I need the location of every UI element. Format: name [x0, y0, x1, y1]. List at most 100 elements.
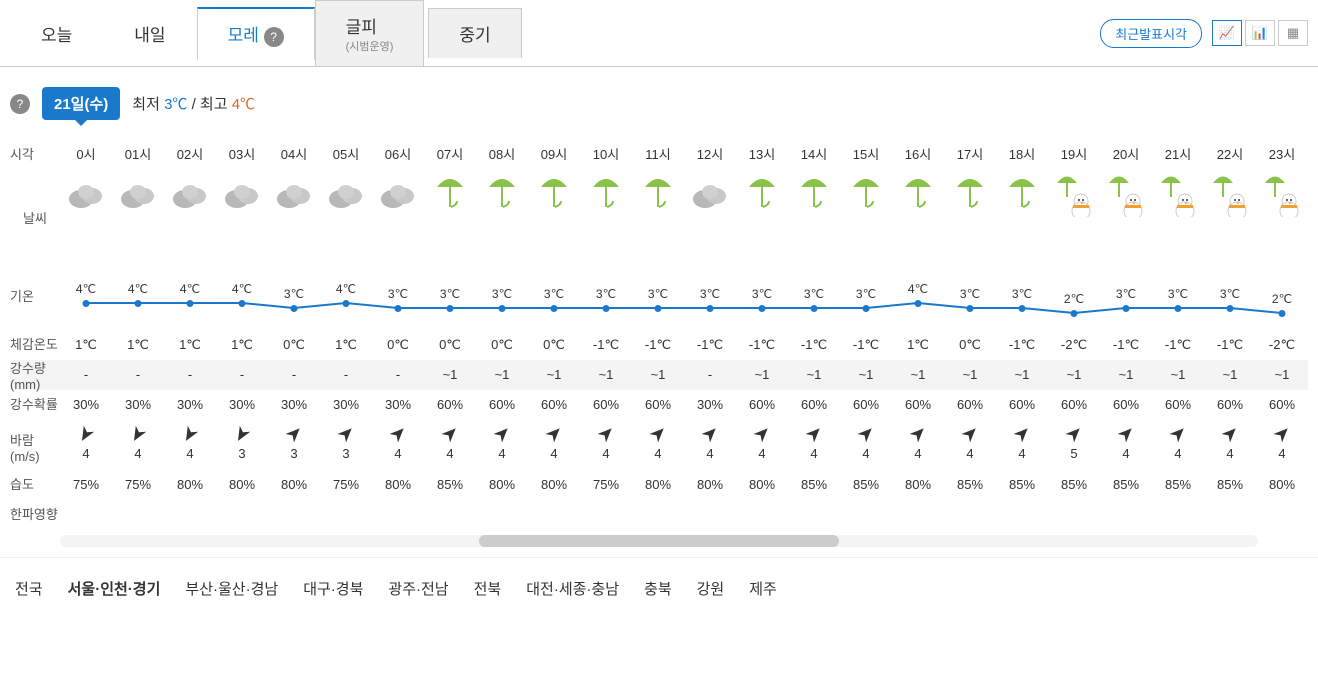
row-labels: 시각 날씨 기온 체감온도 강수량 (mm) 강수확률 바람 (m/s) 습도 …	[10, 140, 60, 530]
hour-col: 03시4℃1℃-30%380%	[216, 140, 268, 530]
precip-cell: ~1	[736, 360, 788, 390]
region-item[interactable]: 대전·세종·충남	[526, 578, 619, 599]
hum-cell: 80%	[684, 470, 736, 500]
feel-cell: 1℃	[320, 330, 372, 360]
view-bar-icon[interactable]: 📊	[1245, 20, 1275, 46]
tab-sublabel: (시범운영)	[346, 38, 394, 54]
region-item[interactable]: 전국	[15, 578, 43, 599]
temp-cell: 4℃	[892, 260, 944, 330]
wind-cell: 4	[60, 420, 112, 470]
weather-cell	[424, 170, 476, 260]
wind-cell: 4	[1100, 420, 1152, 470]
weather-cell	[528, 170, 580, 260]
cold-cell	[996, 500, 1048, 530]
prob-cell: 60%	[840, 390, 892, 420]
feel-cell: 0℃	[268, 330, 320, 360]
hour-col: 12시3℃-1℃-30%480%	[684, 140, 736, 530]
hour-col: 06시3℃0℃-30%480%	[372, 140, 424, 530]
feel-cell: -1℃	[840, 330, 892, 360]
feel-cell: 1℃	[112, 330, 164, 360]
cold-cell	[216, 500, 268, 530]
wind-arrow-icon	[892, 425, 944, 446]
temp-cell: 3℃	[736, 260, 788, 330]
region-item[interactable]: 서울·인천·경기	[68, 578, 161, 599]
high-label: / 최고	[192, 96, 228, 113]
precip-cell: ~1	[580, 360, 632, 390]
weather-icon	[794, 175, 834, 215]
precip-cell: ~1	[1204, 360, 1256, 390]
cold-cell	[632, 500, 684, 530]
region-item[interactable]: 제주	[749, 578, 777, 599]
hour-col: 20시3℃-1℃~160%485%	[1100, 140, 1152, 530]
feel-cell: -2℃	[1256, 330, 1308, 360]
hum-cell: 80%	[476, 470, 528, 500]
recent-time-button[interactable]: 최근발표시각	[1100, 19, 1202, 48]
scroll-thumb[interactable]	[479, 535, 838, 547]
wind-cell: 4	[944, 420, 996, 470]
prob-cell: 60%	[736, 390, 788, 420]
feel-cell: 1℃	[892, 330, 944, 360]
tab-tomorrow[interactable]: 내일	[103, 8, 196, 58]
hum-cell: 80%	[216, 470, 268, 500]
precip-cell: ~1	[996, 360, 1048, 390]
weather-cell	[372, 170, 424, 260]
wind-arrow-icon	[1100, 425, 1152, 446]
cold-cell	[372, 500, 424, 530]
region-item[interactable]: 충북	[644, 578, 672, 599]
region-item[interactable]: 광주·전남	[388, 578, 448, 599]
hum-cell: 85%	[1100, 470, 1152, 500]
view-table-icon[interactable]: ▦	[1278, 20, 1308, 46]
tab-label: 모레	[228, 26, 259, 45]
weather-cell	[164, 170, 216, 260]
weather-icon	[1106, 175, 1146, 215]
wind-cell: 4	[112, 420, 164, 470]
region-item[interactable]: 부산·울산·경남	[185, 578, 278, 599]
weather-cell	[1204, 170, 1256, 260]
hour-columns[interactable]: 0시4℃1℃-30%475%01시4℃1℃-30%475%02시4℃1℃-30%…	[60, 140, 1308, 530]
view-chart-icon[interactable]: 📈	[1212, 20, 1242, 46]
cold-cell	[944, 500, 996, 530]
tab-today[interactable]: 오늘	[10, 8, 103, 58]
weather-cell	[1152, 170, 1204, 260]
wind-cell: 4	[684, 420, 736, 470]
time-cell: 16시	[892, 140, 944, 170]
hour-col: 05시4℃1℃-30%375%	[320, 140, 372, 530]
hum-cell: 75%	[60, 470, 112, 500]
region-item[interactable]: 전북	[474, 578, 502, 599]
wind-cell: 4	[1204, 420, 1256, 470]
help-icon[interactable]: ?	[10, 94, 30, 114]
hum-cell: 80%	[1256, 470, 1308, 500]
weather-cell	[736, 170, 788, 260]
wind-arrow-icon	[1152, 425, 1204, 446]
h-scrollbar[interactable]	[60, 535, 1258, 547]
date-bubble: 21일(수)	[42, 87, 120, 120]
prob-cell: 60%	[1256, 390, 1308, 420]
hour-col: 04시3℃0℃-30%380%	[268, 140, 320, 530]
feel-cell: -1℃	[580, 330, 632, 360]
wind-arrow-icon	[996, 425, 1048, 446]
weather-icon	[690, 175, 730, 215]
tab-dayafter[interactable]: 모레 ?	[197, 7, 315, 60]
precip-cell: -	[320, 360, 372, 390]
tab-text[interactable]: 글피(시범운영)	[315, 0, 425, 66]
label-prob: 강수확률	[10, 390, 60, 420]
hour-col: 10시3℃-1℃~160%475%	[580, 140, 632, 530]
wind-cell: 4	[788, 420, 840, 470]
temp-cell: 3℃	[1152, 260, 1204, 330]
hum-cell: 85%	[424, 470, 476, 500]
feel-cell: 1℃	[164, 330, 216, 360]
region-item[interactable]: 강원	[697, 578, 725, 599]
help-icon[interactable]: ?	[264, 27, 284, 47]
wind-cell: 4	[1256, 420, 1308, 470]
hum-cell: 80%	[268, 470, 320, 500]
time-cell: 18시	[996, 140, 1048, 170]
region-item[interactable]: 대구·경북	[303, 578, 363, 599]
cold-cell	[580, 500, 632, 530]
prob-cell: 30%	[372, 390, 424, 420]
weather-cell	[944, 170, 996, 260]
wind-arrow-icon	[1256, 425, 1308, 446]
tab-mid[interactable]: 중기	[428, 8, 521, 58]
wind-cell: 4	[996, 420, 1048, 470]
time-cell: 17시	[944, 140, 996, 170]
wind-arrow-icon	[112, 425, 164, 446]
